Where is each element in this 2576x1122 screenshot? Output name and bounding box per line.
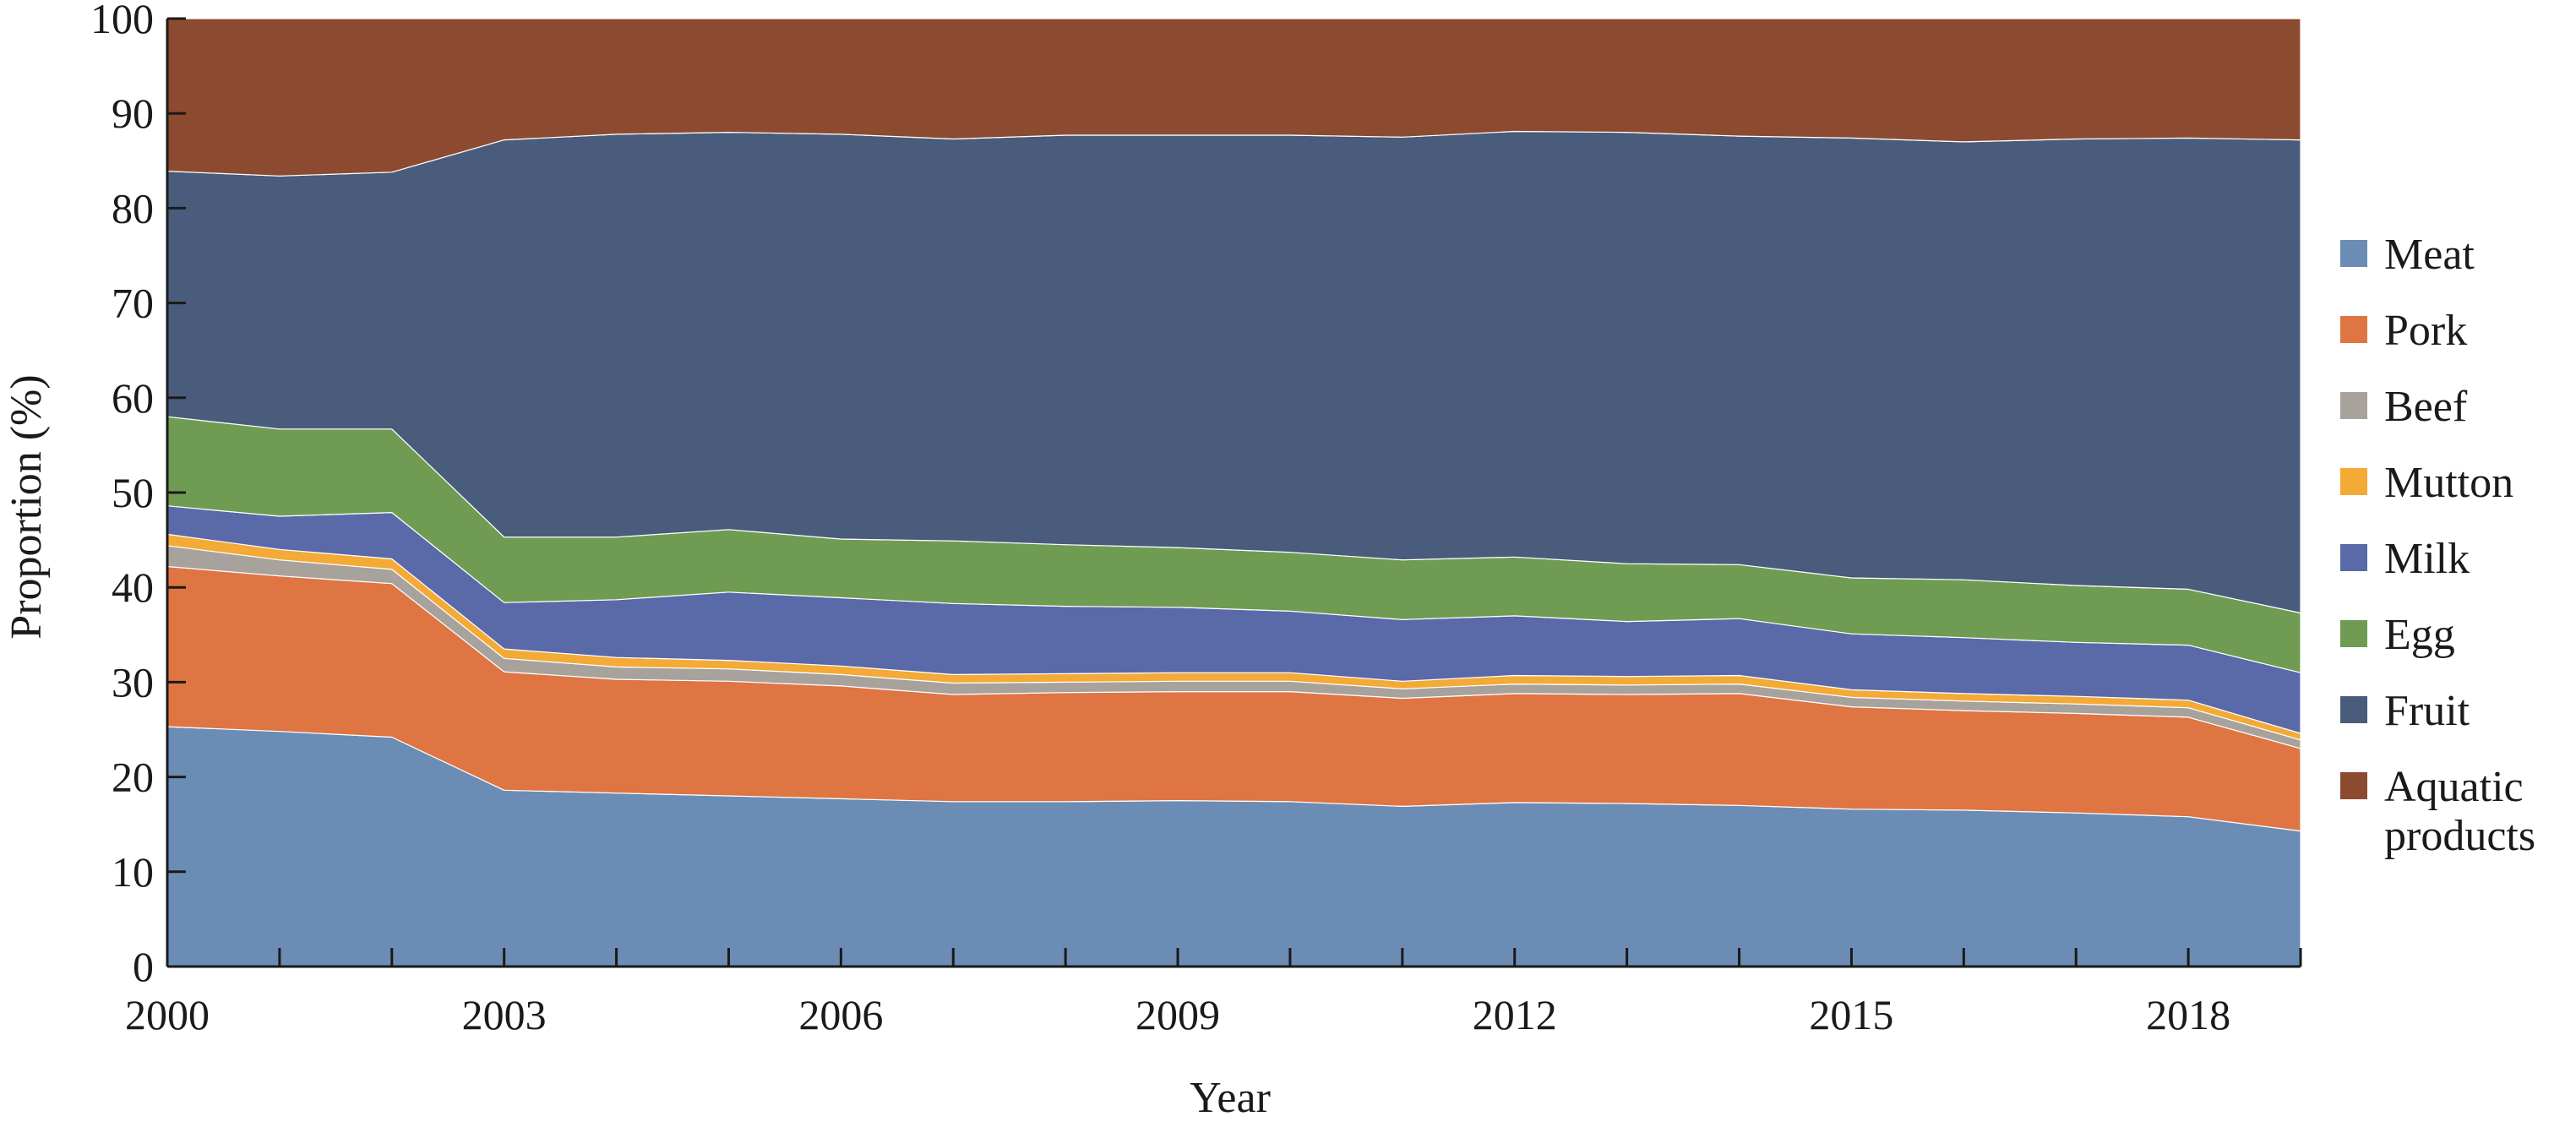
legend-label: Fruit <box>2384 687 2470 735</box>
legend-label: Pork <box>2384 307 2467 355</box>
y-tick-label: 60 <box>112 374 154 422</box>
area-aquatic-products <box>166 18 2301 177</box>
legend-swatch <box>2340 620 2367 647</box>
y-tick-label: 90 <box>112 90 154 137</box>
areas-layer <box>166 18 2301 967</box>
legend-label: Meat <box>2384 231 2475 279</box>
legend-swatch <box>2340 468 2367 495</box>
legend-label: Aquatic <box>2384 763 2524 811</box>
legend-item-egg: Egg <box>2340 611 2455 659</box>
legend-item-fruit: Fruit <box>2340 687 2470 735</box>
x-tick-label: 2006 <box>798 991 883 1038</box>
legend-swatch <box>2340 696 2367 723</box>
axes-layer: 0 10 20 30 40 50 60 70 80 90 100 2000 2003 2006 2009 20… <box>90 0 2302 1038</box>
legend: Meat Pork Beef Mutton Milk Egg Fruit Aquaticpro… <box>2340 231 2535 860</box>
legend-item-mutton: Mutton <box>2340 459 2513 507</box>
legend-swatch <box>2340 240 2367 267</box>
x-tick-label: 2009 <box>1136 991 1220 1038</box>
y-tick-label: 40 <box>112 564 154 611</box>
y-tick-label: 30 <box>112 658 154 705</box>
x-tick-label: 2000 <box>125 991 210 1038</box>
x-tick-label: 2015 <box>1809 991 1893 1038</box>
legend-label: products <box>2384 812 2535 860</box>
x-axis-title: Year <box>1190 1074 1271 1118</box>
legend-swatch <box>2340 392 2367 419</box>
y-tick-label: 20 <box>112 754 154 801</box>
y-tick-label: 80 <box>112 184 154 231</box>
legend-swatch <box>2340 316 2367 343</box>
legend-swatch <box>2340 544 2367 571</box>
y-tick-label: 0 <box>133 943 154 990</box>
legend-label: Mutton <box>2384 459 2513 507</box>
legend-label: Milk <box>2384 535 2470 583</box>
legend-item-pork: Pork <box>2340 307 2467 355</box>
legend-item-meat: Meat <box>2340 231 2475 279</box>
y-axis-title: Proportion (%) <box>3 374 51 639</box>
legend-label: Egg <box>2384 611 2455 659</box>
legend-item-milk: Milk <box>2340 535 2470 583</box>
legend-item-beef: Beef <box>2340 383 2468 431</box>
y-tick-label: 70 <box>112 280 154 327</box>
y-tick-label: 10 <box>112 848 154 896</box>
legend-label: Beef <box>2384 383 2468 431</box>
x-tick-label: 2018 <box>2146 991 2230 1038</box>
x-tick-label: 2003 <box>462 991 547 1038</box>
y-tick-label: 50 <box>112 469 154 516</box>
y-tick-label: 100 <box>90 0 154 42</box>
legend-swatch <box>2340 772 2367 799</box>
x-tick-label: 2012 <box>1473 991 1557 1038</box>
